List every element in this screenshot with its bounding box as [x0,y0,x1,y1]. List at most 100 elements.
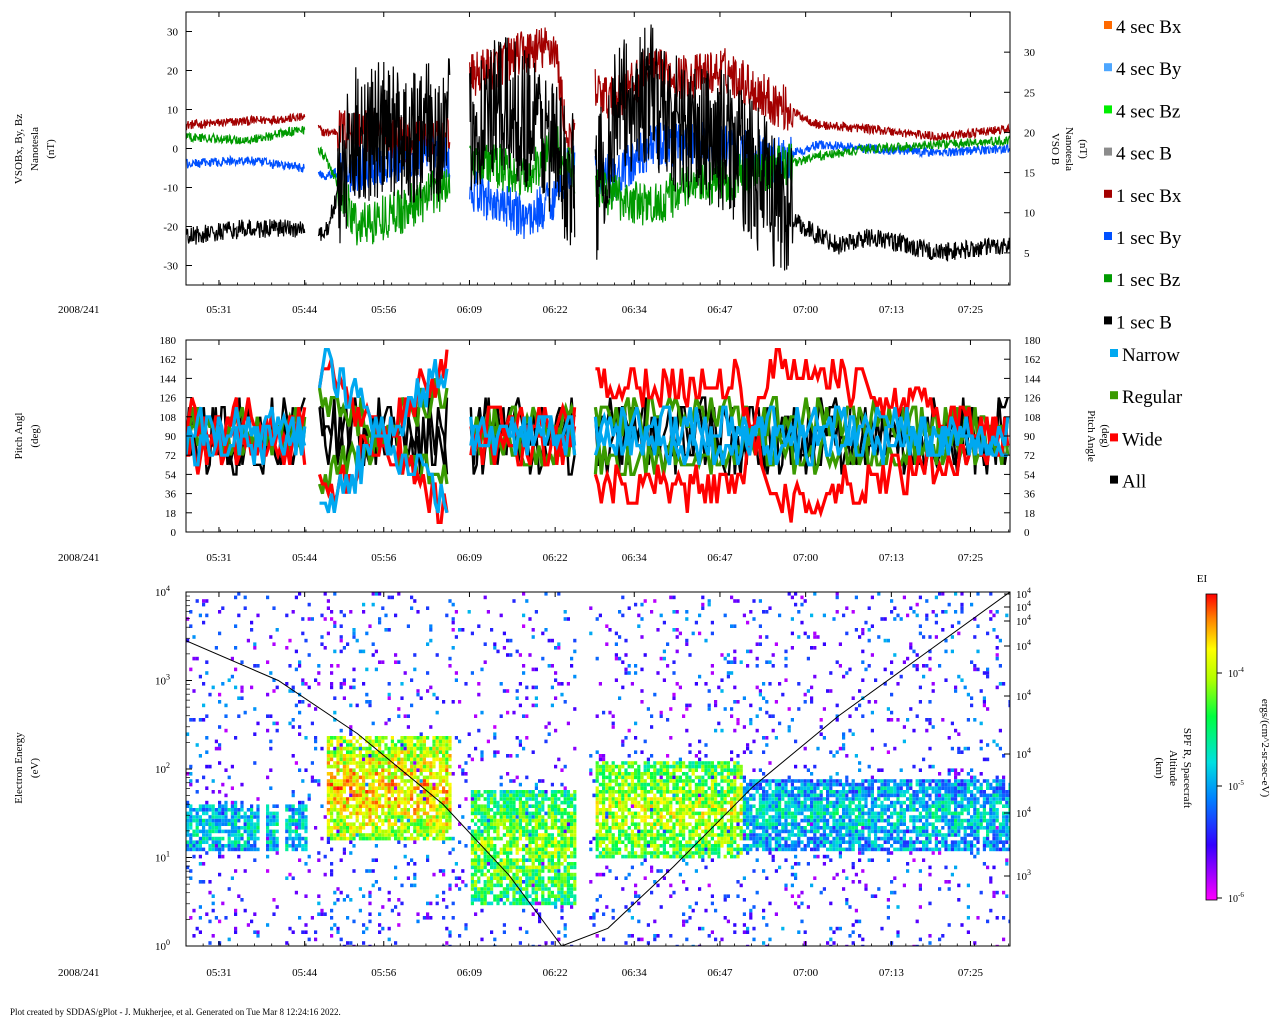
spectrogram-cell [470,818,474,823]
spectrogram-cell [477,808,481,812]
spectrogram-cell [374,757,378,762]
spectrogram-cell [314,739,318,744]
spectrogram-cell [752,599,756,603]
spectrogram-cell [432,872,436,877]
spectrogram-cell [291,836,295,841]
spectrogram-cell [458,840,462,844]
spectrogram-cell [797,790,801,794]
spectrogram-cell [442,786,446,790]
bfield-ytick-label: 30 [167,27,179,39]
spectrogram-cell [413,811,417,816]
spectrogram-cell [544,829,548,834]
spectrogram-cell [646,790,650,794]
spectrogram-cell [301,617,305,621]
time-tick-label: 06:34 [622,552,648,564]
spectrogram-cell [707,764,711,769]
spectrogram-cell [522,815,526,819]
spectrogram-cell [432,736,436,740]
spectrogram-cell [627,872,631,877]
legend-swatch [1110,433,1118,442]
spectrogram-cell [339,728,343,733]
spectrogram-cell [502,865,506,870]
spectrogram-cell [714,800,718,805]
spectrogram-cell [643,786,647,790]
spectrogram-cell [448,772,452,776]
spectrogram-cell [627,811,631,816]
spectrogram-cell [339,635,343,639]
spectrogram-cell [723,833,727,837]
spectrogram-cell [611,854,615,859]
spectrogram-cell [237,844,241,848]
spectrogram-cell [211,685,215,690]
spectrogram-cell [701,804,705,808]
spectrogram-cell [608,793,612,798]
spectrogram-cell [570,887,574,891]
spectrogram-cell [611,793,615,798]
spectrogram-cell [477,797,481,801]
spectrogram-cell [762,797,766,801]
pitch-ytick-label: 108 [160,412,177,424]
spectrogram-cell [502,930,506,934]
spectrogram-cell [653,786,657,790]
spectrogram-cell [637,775,641,780]
spectrogram-cell [666,869,670,873]
spectrogram-cell [243,869,247,873]
spectrogram-cell [448,822,452,826]
spectrogram-cell [774,822,778,826]
spectrogram-cell [685,772,689,776]
spectrogram-cell [333,754,337,758]
spectrogram-cell [803,692,807,697]
spectrogram-cell [621,775,625,780]
spectrogram-cell [784,840,788,844]
spectrogram-cell [342,836,346,841]
spectrogram-cell [662,797,666,801]
spectrogram-cell [762,772,766,776]
spectrogram-cell [477,692,481,697]
spectrogram-cell [650,844,654,848]
spectrogram-cell [778,790,782,794]
spectrogram-cell [515,793,519,798]
spectrogram-cell [211,908,215,913]
spectrogram-cell [762,790,766,794]
spectrogram-cell [643,797,647,801]
spectrogram-cell [266,829,270,834]
spectrogram-cell [752,844,756,848]
spectrogram-cell [794,826,798,830]
spectrogram-cell [218,919,222,924]
spectrogram-cell [330,610,334,614]
spectrogram-cell [416,786,420,790]
spectrogram-cell [502,844,506,848]
spectrogram-cell [720,815,724,819]
spectrogram-cell [637,833,641,837]
spectrogram-cell [496,880,500,884]
spectrogram-cell [224,728,228,733]
spectrogram-cell [762,750,766,754]
spectrogram-cell [720,772,724,776]
spectrogram-cell [723,854,727,859]
spectrogram-cell [701,768,705,772]
legend-label: 1 sec B [1116,312,1172,333]
spectrogram-cell [202,599,206,603]
spectrogram-cell [493,826,497,830]
spectrogram-cell [448,764,452,769]
spectrogram-cell [205,833,209,837]
spectrogram-cell [618,775,622,780]
spectrogram-cell [515,851,519,855]
spectrogram-cell [371,836,375,841]
spectrogram-cell [518,876,522,880]
spectrogram-cell [406,750,410,754]
spectrogram-cell [205,912,209,916]
spectrogram-cell [710,797,714,801]
spectrogram-cell [442,797,446,801]
spectrogram-cell [483,660,487,664]
spectrogram-cell [499,790,503,794]
spectrogram-cell [758,689,762,693]
spectrogram-cell [291,725,295,729]
spectrogram-cell [480,908,484,913]
spectrogram-cell [502,811,506,816]
spectrogram-cell [800,826,804,830]
spectrogram-cell [493,869,497,873]
spectrogram-cell [694,797,698,801]
spectrogram-cell [499,797,503,801]
